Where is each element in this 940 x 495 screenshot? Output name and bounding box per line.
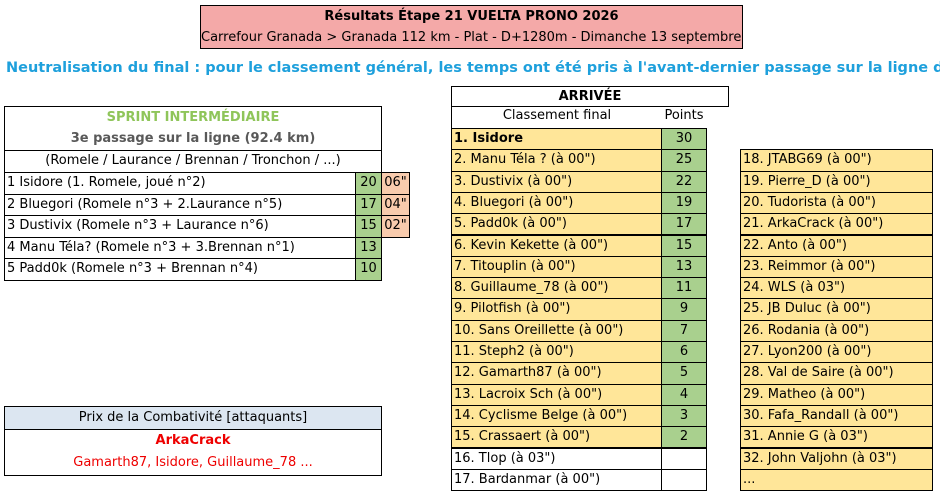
arrivee-title: ARRIVÉE (451, 86, 729, 107)
combativite-title: Prix de la Combativité [attaquants] (5, 407, 381, 430)
rank-points: 17 (661, 213, 707, 236)
rank-row: 3. Dustivix (à 00") (451, 170, 662, 193)
rank-row: 11. Steph2 (à 00") (451, 341, 662, 364)
rank-points (661, 447, 707, 470)
sprint-head: SPRINT INTERMÉDIAIRE 3e passage sur la l… (4, 106, 382, 151)
sprint-subtitle: 3e passage sur la ligne (92.4 km) (70, 131, 316, 146)
sprint-points: 10 (355, 258, 382, 281)
rank-row: 17. Bardanmar (à 00") (451, 468, 662, 492)
rank-row: 1. Isidore (451, 128, 662, 151)
header-box: Résultats Étape 21 VUELTA PRONO 2026 Car… (200, 5, 743, 49)
rank-points: 19 (661, 191, 707, 215)
rank-row: 4. Bluegori (à 00") (451, 191, 662, 215)
rank-row: 9. Pilotfish (à 00") (451, 298, 662, 321)
rank-row: 25. JB Duluc (à 00") (740, 298, 933, 321)
rank-row: 13. Lacroix Sch (à 00") (451, 383, 662, 406)
rank-points: 13 (661, 255, 707, 279)
sprint-rider: 3 Dustivix (Romele n°3 + Laurance n°6) (4, 215, 356, 238)
rank-points: 3 (661, 404, 707, 428)
rank-points (661, 468, 707, 492)
rank-points: 30 (661, 128, 707, 151)
col-name: Classement final (451, 106, 662, 128)
rank-points: 5 (661, 362, 707, 385)
sprint-rider: 5 Padd0k (Romele n°3 + Brennan n°4) (4, 258, 356, 281)
rank-row: 31. Annie G (à 03") (740, 426, 933, 449)
rank-row: 6. Kevin Kekette (à 00") (451, 234, 662, 257)
sprint-riders: (Romele / Laurance / Brennan / Tronchon … (4, 150, 382, 173)
rank-row: 12. Gamarth87 (à 00") (451, 362, 662, 385)
sprint-points: 13 (355, 236, 382, 260)
rank-points: 9 (661, 298, 707, 321)
rank-points: 2 (661, 426, 707, 449)
sprint-rider: 2 Bluegori (Romele n°3 + 2.Laurance n°5) (4, 193, 356, 217)
sprint-rider: 4 Manu Téla? (Romele n°3 + 3.Brennan n°1… (4, 236, 356, 260)
rank-row: 15. Crassaert (à 00") (451, 426, 662, 449)
rank-points: 11 (661, 277, 707, 300)
rank-row: 14. Cyclisme Belge (à 00") (451, 404, 662, 428)
subtitle: Carrefour Granada > Granada 112 km - Pla… (201, 30, 743, 45)
rank-row: 28. Val de Saire (à 00") (740, 362, 933, 385)
rank-points: 6 (661, 341, 707, 364)
col-points: Points (664, 108, 704, 123)
sprint-points: 20 (355, 172, 382, 195)
rank-row: 26. Rodania (à 00") (740, 319, 933, 342)
rank-row: 22. Anto (à 00") (740, 234, 933, 257)
rank-row: 20. Tudorista (à 00") (740, 191, 933, 215)
sprint-points: 17 (355, 193, 382, 217)
title: Résultats Étape 21 VUELTA PRONO 2026 (324, 9, 619, 24)
rank-points: 22 (661, 170, 707, 193)
rank-row: 30. Fafa_Randall (à 00") (740, 404, 933, 428)
combativite-winner: ArkaCrack (155, 433, 231, 448)
rank-row: 5. Padd0k (à 00") (451, 213, 662, 236)
rank-row: 27. Lyon200 (à 00") (740, 341, 933, 364)
rank-row: 7. Titouplin (à 00") (451, 255, 662, 279)
rank-row: 2. Manu Téla ? (à 00") (451, 149, 662, 172)
rank-row: 10. Sans Oreillette (à 00") (451, 319, 662, 342)
rank-row: 18. JTABG69 (à 00") (740, 149, 933, 172)
rank-row: ... (740, 468, 933, 492)
rank-row: 24. WLS (à 03") (740, 277, 933, 300)
combativite-box: Prix de la Combativité [attaquants] Arka… (4, 406, 382, 476)
rank-points: 4 (661, 383, 707, 406)
sprint-bonus: 06" (381, 172, 410, 195)
rank-row: 29. Matheo (à 00") (740, 383, 933, 406)
rank-row: 21. ArkaCrack (à 00") (740, 213, 933, 236)
sprint-title: SPRINT INTERMÉDIAIRE (106, 110, 280, 125)
rank-row: 32. John Valjohn (à 03") (740, 447, 933, 470)
sprint-bonus: 04" (381, 193, 410, 217)
note: Neutralisation du final : pour le classe… (6, 60, 940, 76)
rank-points: 25 (661, 149, 707, 172)
sprint-bonus: 02" (381, 215, 410, 238)
sprint-rider: 1 Isidore (1. Romele, joué n°2) (4, 172, 356, 195)
rank-row: 23. Reimmor (à 00") (740, 255, 933, 279)
sprint-points: 15 (355, 215, 382, 238)
rank-points: 15 (661, 234, 707, 257)
rank-row: 19. Pierre_D (à 00") (740, 170, 933, 193)
rank-row: 8. Guillaume_78 (à 00") (451, 277, 662, 300)
rank-row: 16. Tlop (à 03") (451, 447, 662, 470)
combativite-others: Gamarth87, Isidore, Guillaume_78 ... (73, 455, 313, 470)
rank-points: 7 (661, 319, 707, 342)
